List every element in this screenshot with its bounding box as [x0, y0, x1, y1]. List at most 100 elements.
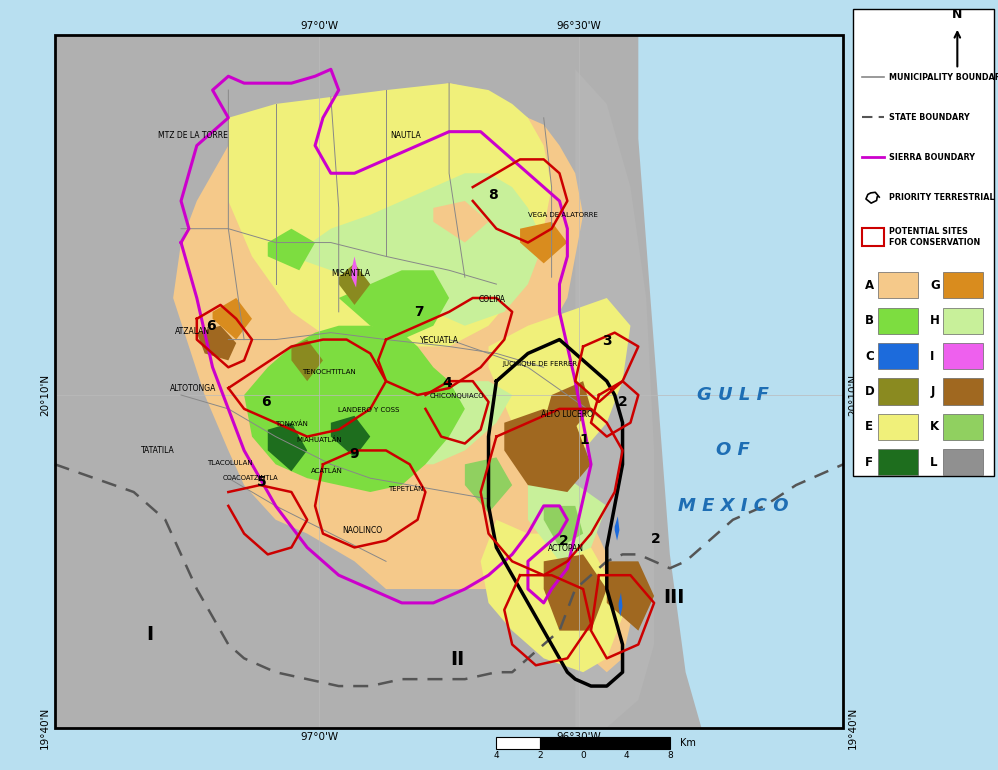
- Text: ALTOTONGA: ALTOTONGA: [170, 383, 216, 393]
- Polygon shape: [528, 478, 607, 561]
- Text: 2: 2: [651, 532, 661, 546]
- Text: STATE BOUNDARY: STATE BOUNDARY: [889, 112, 970, 122]
- Text: 8: 8: [667, 751, 673, 760]
- Polygon shape: [504, 409, 591, 492]
- Text: ACATLÁN: ACATLÁN: [311, 468, 343, 474]
- Polygon shape: [213, 298, 251, 340]
- Text: 8: 8: [488, 189, 498, 203]
- Bar: [496, 737, 540, 749]
- Text: III: III: [663, 588, 685, 607]
- Polygon shape: [229, 83, 552, 346]
- Text: NAOLINCO: NAOLINCO: [342, 526, 382, 534]
- Polygon shape: [481, 520, 623, 672]
- Text: O F: O F: [716, 441, 749, 460]
- Text: CHICONQUIACO: CHICONQUIACO: [430, 393, 484, 400]
- Text: VEGA DE ALATORRE: VEGA DE ALATORRE: [529, 212, 599, 218]
- Polygon shape: [520, 222, 567, 263]
- Polygon shape: [338, 381, 512, 464]
- Polygon shape: [245, 326, 465, 492]
- Text: NAUTLA: NAUTLA: [390, 131, 421, 139]
- FancyBboxPatch shape: [878, 413, 918, 440]
- Text: PRIORITY TERRESTRIAL REGION: PRIORITY TERRESTRIAL REGION: [889, 192, 998, 202]
- Bar: [583, 737, 627, 749]
- FancyBboxPatch shape: [943, 449, 983, 475]
- Polygon shape: [291, 173, 544, 326]
- Text: G: G: [930, 279, 940, 292]
- Text: COLIPA: COLIPA: [479, 295, 506, 304]
- Text: 20°10'N: 20°10'N: [40, 374, 50, 416]
- Text: 7: 7: [414, 305, 424, 319]
- Polygon shape: [330, 416, 370, 457]
- Polygon shape: [55, 35, 843, 728]
- Text: TONAYÁN: TONAYÁN: [275, 421, 307, 427]
- Text: YECUATLA: YECUATLA: [420, 336, 459, 346]
- Text: JUCHIQUE DE FERRER: JUCHIQUE DE FERRER: [502, 361, 577, 367]
- Polygon shape: [639, 35, 843, 728]
- Text: J: J: [930, 385, 934, 398]
- Text: E: E: [865, 420, 873, 434]
- Polygon shape: [575, 69, 654, 728]
- Polygon shape: [615, 517, 620, 541]
- Bar: [540, 737, 583, 749]
- Bar: [55, 35, 843, 728]
- Text: C: C: [865, 350, 874, 363]
- Text: 1: 1: [580, 433, 590, 447]
- Text: Km: Km: [680, 738, 696, 748]
- Bar: [627, 737, 670, 749]
- FancyBboxPatch shape: [943, 413, 983, 440]
- Text: TATATILA: TATATILA: [141, 446, 175, 455]
- Polygon shape: [267, 229, 315, 270]
- Polygon shape: [489, 298, 631, 464]
- Polygon shape: [544, 381, 591, 437]
- Polygon shape: [174, 83, 631, 672]
- Text: ALTO LUCERO: ALTO LUCERO: [541, 410, 594, 419]
- FancyBboxPatch shape: [878, 272, 918, 298]
- Text: 2: 2: [537, 751, 543, 760]
- Text: 19°40'N: 19°40'N: [40, 707, 50, 748]
- Text: 0: 0: [580, 751, 586, 760]
- Polygon shape: [338, 270, 449, 340]
- Text: MUNICIPALITY BOUNDARY: MUNICIPALITY BOUNDARY: [889, 72, 998, 82]
- Text: 97°0'W: 97°0'W: [300, 21, 338, 31]
- Text: 6: 6: [207, 319, 216, 333]
- Text: 5: 5: [256, 474, 266, 489]
- Text: L: L: [930, 456, 938, 469]
- FancyBboxPatch shape: [943, 272, 983, 298]
- Text: 96°30'W: 96°30'W: [557, 732, 602, 742]
- Text: G U L F: G U L F: [697, 386, 768, 404]
- Text: A: A: [865, 279, 874, 292]
- Text: 9: 9: [349, 447, 359, 461]
- Text: MIAHUATLÁN: MIAHUATLÁN: [296, 437, 342, 444]
- Text: B: B: [865, 314, 874, 327]
- Text: I: I: [930, 350, 934, 363]
- Text: K: K: [930, 420, 939, 434]
- FancyBboxPatch shape: [943, 343, 983, 369]
- FancyBboxPatch shape: [943, 307, 983, 333]
- Text: II: II: [450, 650, 464, 669]
- Text: 97°0'W: 97°0'W: [300, 732, 338, 742]
- Text: 2: 2: [559, 534, 568, 547]
- Text: COACOATZINTLA: COACOATZINTLA: [223, 475, 278, 481]
- FancyBboxPatch shape: [943, 378, 983, 404]
- FancyBboxPatch shape: [878, 307, 918, 333]
- Text: H: H: [930, 314, 940, 327]
- Text: MTZ DE LA TORRE: MTZ DE LA TORRE: [158, 131, 228, 139]
- Text: POTENTIAL SITES
FOR CONSERVATION: POTENTIAL SITES FOR CONSERVATION: [889, 227, 980, 247]
- Polygon shape: [267, 423, 307, 471]
- Text: 20°10'N: 20°10'N: [848, 374, 858, 416]
- Text: ATZALAN: ATZALAN: [176, 326, 211, 336]
- Polygon shape: [619, 593, 623, 617]
- Polygon shape: [213, 256, 251, 298]
- Polygon shape: [291, 340, 323, 381]
- Text: 4: 4: [494, 751, 499, 760]
- Text: 4: 4: [443, 376, 452, 390]
- Text: 96°30'W: 96°30'W: [557, 21, 602, 31]
- Polygon shape: [338, 263, 370, 305]
- FancyBboxPatch shape: [878, 449, 918, 475]
- Polygon shape: [465, 457, 512, 513]
- Text: MISANTLA: MISANTLA: [331, 270, 370, 278]
- Text: 4: 4: [624, 751, 630, 760]
- Text: TENOCHTITLAN: TENOCHTITLAN: [302, 369, 356, 375]
- Polygon shape: [544, 554, 607, 631]
- Polygon shape: [544, 506, 583, 547]
